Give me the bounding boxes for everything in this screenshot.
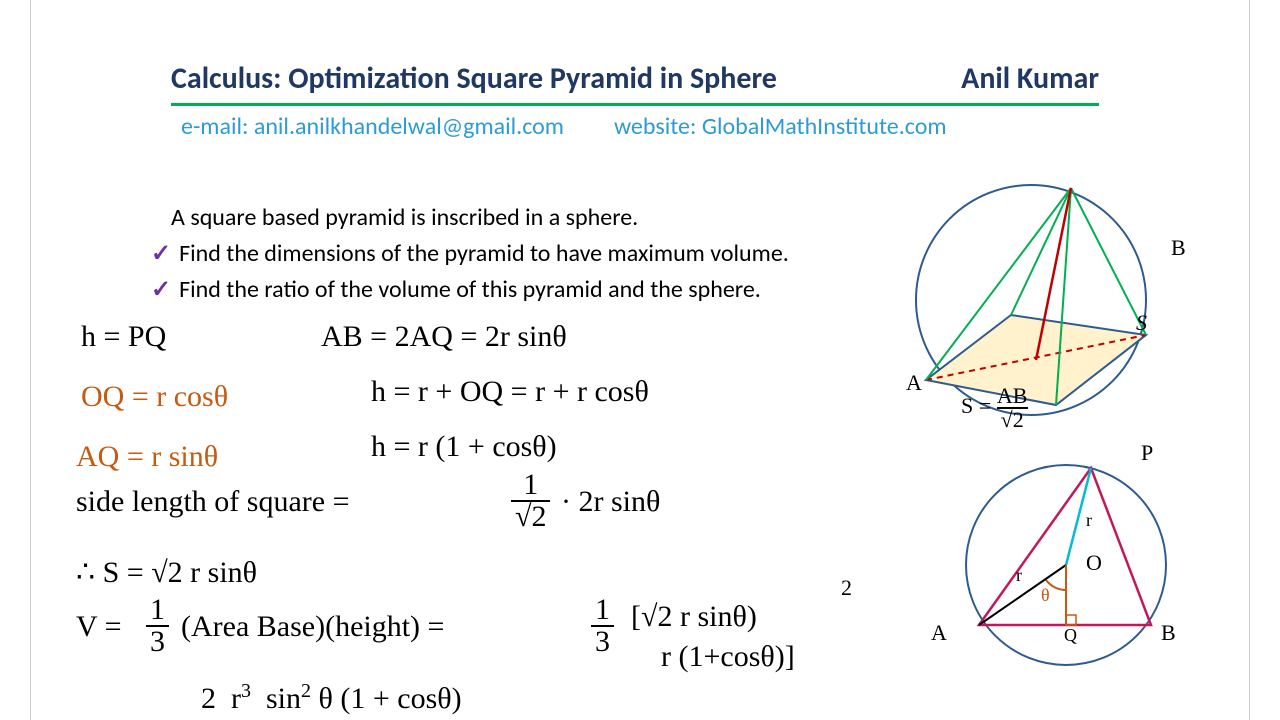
header-row: Calculus: Optimization Square Pyramid in… (31, 0, 1249, 97)
hw-frac1: 1 √2 (511, 470, 550, 532)
d1-A: A (906, 370, 922, 396)
bullet-icon: ✓ (151, 239, 171, 268)
title-right: Anil Kumar (961, 60, 1099, 97)
d2-B: B (1161, 620, 1176, 646)
hw-frac3: 1 3 (591, 595, 614, 657)
website-label: website: GlobalMathInstitute.com (614, 112, 947, 141)
subheader-row: e-mail: anil.anilkhandelwal@gmail.com we… (31, 106, 1249, 141)
d2-theta: θ (1041, 585, 1050, 606)
hw-v: V = (76, 610, 122, 644)
title-left: Calculus: Optimization Square Pyramid in… (171, 60, 777, 97)
problem-bullet-1: ✓Find the dimensions of the pyramid to h… (151, 236, 931, 272)
hw-h1: h = r + OQ = r + r cosθ (371, 375, 649, 409)
problem-text: A square based pyramid is inscribed in a… (151, 200, 931, 308)
hw-h-pq: h = PQ (81, 320, 166, 354)
email-label: e-mail: anil.anilkhandelwal@gmail.com (181, 112, 564, 141)
hw-v4: r (1+cosθ)] (661, 640, 795, 674)
hw-s: ∴ S = √2 r sinθ (76, 555, 257, 590)
d2-r1: r (1016, 565, 1022, 586)
d2-r2: r (1086, 510, 1092, 531)
hw-side-tail: · 2r sinθ (561, 485, 660, 519)
hw-ab: AB = 2AQ = 2r sinθ (321, 320, 567, 354)
hw-oq: OQ = r cosθ (81, 380, 228, 414)
hw-l7: 2 r3 sin2 θ (1 + cosθ) (201, 680, 462, 716)
hw-v3-exp: 2 (841, 575, 852, 601)
hw-v3: [√2 r sinθ) (631, 600, 757, 634)
d2-A: A (931, 620, 947, 646)
hw-frac2: 1 3 (146, 595, 169, 657)
d1-formula: S = AB √2 (961, 385, 1028, 431)
d2-P: P (1141, 440, 1153, 466)
hw-h2: h = r (1 + cosθ) (371, 430, 557, 464)
hw-aq: AQ = r sinθ (76, 440, 218, 474)
hw-v2: (Area Base)(height) = (181, 610, 444, 644)
d2-O: O (1086, 550, 1102, 576)
page: Calculus: Optimization Square Pyramid in… (30, 0, 1250, 720)
d2-Q: Q (1064, 625, 1077, 646)
diagram-top-view (901, 180, 1191, 440)
problem-intro: A square based pyramid is inscribed in a… (171, 200, 931, 236)
hw-side: side length of square = (76, 485, 350, 519)
d1-B: B (1171, 235, 1186, 261)
problem-bullet-2: ✓Find the ratio of the volume of this py… (151, 272, 931, 308)
d1-S: S (1136, 310, 1147, 336)
bullet-icon: ✓ (151, 275, 171, 304)
